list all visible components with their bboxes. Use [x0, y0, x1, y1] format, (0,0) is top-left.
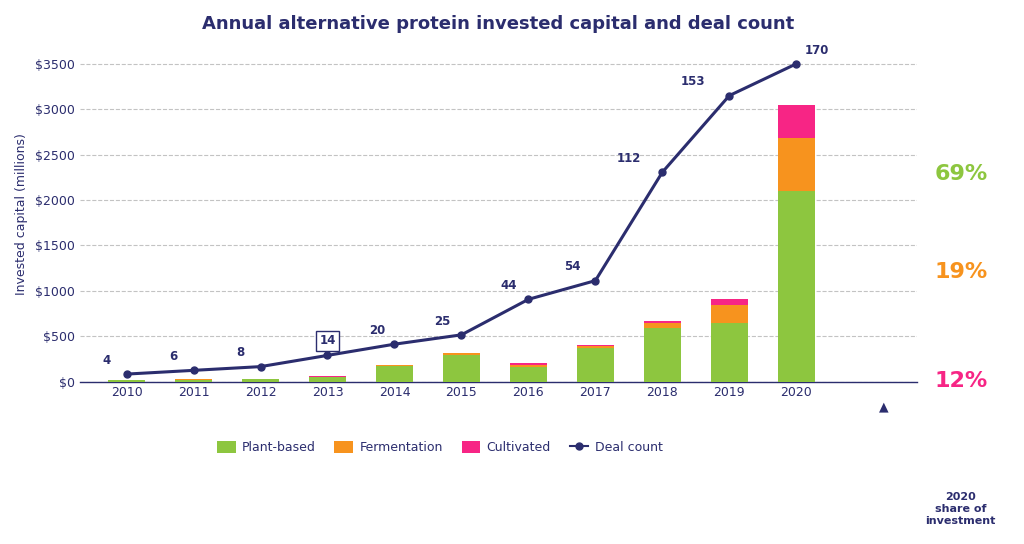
- Text: 44: 44: [500, 279, 516, 292]
- Text: 112: 112: [616, 152, 641, 165]
- Bar: [644, 321, 681, 324]
- Text: ▲: ▲: [879, 400, 888, 413]
- Bar: [778, 138, 815, 191]
- Bar: [510, 363, 547, 365]
- Bar: [443, 355, 480, 381]
- Bar: [510, 365, 547, 368]
- Legend: Plant-based, Fermentation, Cultivated, Deal count: Plant-based, Fermentation, Cultivated, D…: [212, 436, 668, 459]
- Text: 170: 170: [804, 44, 828, 57]
- Bar: [309, 377, 346, 381]
- Text: 12%: 12%: [935, 371, 988, 391]
- Text: 69%: 69%: [935, 164, 988, 184]
- Text: 8: 8: [237, 347, 245, 360]
- Bar: [577, 349, 613, 381]
- Bar: [376, 366, 413, 381]
- Bar: [109, 380, 145, 381]
- Bar: [644, 328, 681, 381]
- Y-axis label: Invested capital (millions): Invested capital (millions): [15, 133, 28, 294]
- Text: 4: 4: [102, 354, 111, 367]
- Bar: [778, 104, 815, 138]
- Bar: [577, 345, 613, 349]
- Text: 2020
share of
investment: 2020 share of investment: [926, 492, 995, 526]
- Bar: [510, 368, 547, 381]
- Bar: [711, 299, 748, 305]
- Bar: [711, 305, 748, 323]
- Bar: [376, 365, 413, 366]
- Bar: [711, 323, 748, 381]
- Text: 6: 6: [169, 350, 177, 363]
- Bar: [443, 353, 480, 354]
- Bar: [577, 344, 613, 345]
- Text: 19%: 19%: [935, 262, 988, 282]
- Bar: [644, 324, 681, 328]
- Title: Annual alternative protein invested capital and deal count: Annual alternative protein invested capi…: [202, 15, 795, 33]
- Bar: [175, 380, 212, 381]
- Text: 14: 14: [319, 334, 336, 347]
- Text: 20: 20: [370, 324, 386, 337]
- Text: 54: 54: [563, 261, 581, 274]
- Bar: [242, 379, 279, 381]
- Bar: [443, 354, 480, 355]
- Text: 25: 25: [434, 314, 451, 327]
- Text: 153: 153: [680, 75, 705, 88]
- Bar: [778, 191, 815, 381]
